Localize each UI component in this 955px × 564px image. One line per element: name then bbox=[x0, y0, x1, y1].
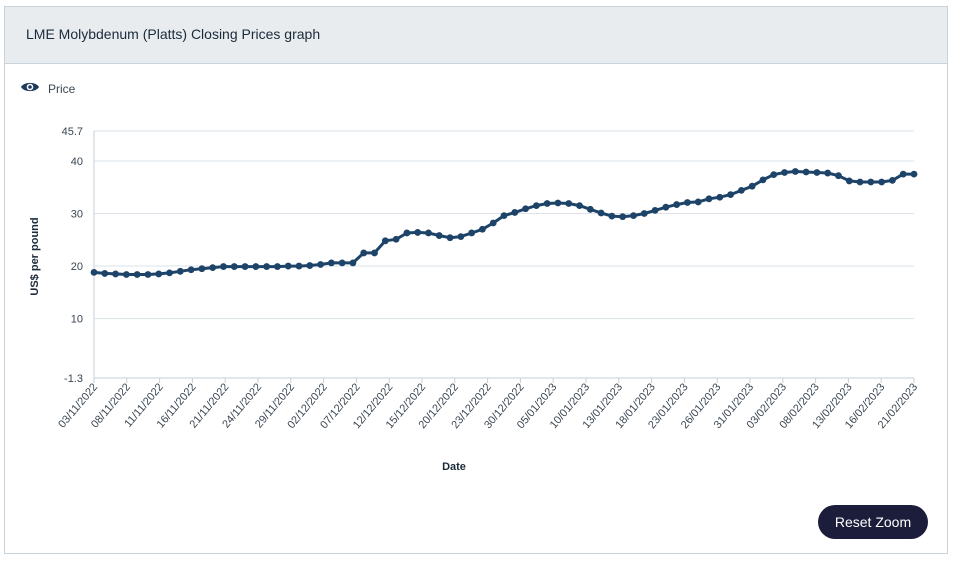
data-point bbox=[565, 200, 573, 207]
data-point bbox=[263, 263, 271, 270]
data-point bbox=[597, 209, 605, 217]
reset-zoom-button[interactable]: Reset Zoom bbox=[818, 505, 928, 539]
data-point bbox=[381, 237, 389, 245]
data-point bbox=[824, 169, 832, 177]
y-tick-label: 10 bbox=[71, 314, 83, 326]
data-point bbox=[338, 259, 346, 267]
data-point bbox=[166, 269, 173, 277]
data-point bbox=[694, 198, 702, 206]
data-point bbox=[781, 169, 788, 176]
y-tick-label: 40 bbox=[71, 156, 83, 168]
data-point bbox=[619, 213, 627, 221]
data-point bbox=[187, 266, 195, 274]
data-point bbox=[835, 172, 842, 180]
data-point bbox=[651, 206, 659, 214]
y-tick-label: 20 bbox=[71, 261, 83, 273]
data-point bbox=[241, 263, 249, 270]
data-point bbox=[274, 263, 281, 270]
data-point bbox=[360, 249, 368, 257]
data-point bbox=[414, 229, 422, 236]
data-point bbox=[662, 203, 670, 211]
data-point bbox=[899, 170, 907, 178]
legend-item-price[interactable]: Price bbox=[20, 80, 75, 98]
data-point bbox=[543, 200, 551, 207]
y-tick-label: 45.7 bbox=[62, 126, 83, 138]
data-point bbox=[435, 232, 443, 239]
data-point bbox=[727, 191, 734, 198]
data-point bbox=[112, 270, 119, 278]
data-point bbox=[468, 229, 476, 237]
data-point bbox=[144, 271, 152, 278]
eye-icon bbox=[20, 80, 40, 98]
data-point bbox=[392, 235, 400, 243]
y-tick-label: -1.3 bbox=[64, 373, 83, 385]
data-point bbox=[791, 168, 799, 175]
data-point bbox=[716, 193, 724, 201]
data-point bbox=[327, 259, 335, 267]
chart-card: LME Molybdenum (Platts) Closing Prices g… bbox=[4, 6, 948, 554]
data-point bbox=[813, 169, 821, 176]
data-point bbox=[608, 212, 616, 220]
data-point bbox=[511, 209, 519, 216]
legend-label: Price bbox=[48, 82, 76, 96]
y-tick-label: 30 bbox=[71, 209, 83, 221]
data-point bbox=[532, 202, 540, 210]
data-point bbox=[673, 201, 681, 208]
data-point bbox=[155, 270, 163, 278]
data-point bbox=[230, 263, 238, 270]
data-point bbox=[403, 229, 411, 237]
data-point bbox=[457, 233, 465, 241]
data-point bbox=[586, 205, 594, 213]
data-point bbox=[630, 212, 637, 220]
data-point bbox=[910, 170, 918, 178]
data-point bbox=[845, 177, 853, 185]
data-point bbox=[295, 262, 303, 270]
y-axis-title: US$ per pound bbox=[29, 217, 41, 295]
data-point bbox=[252, 263, 260, 270]
data-point bbox=[284, 262, 292, 270]
data-point bbox=[90, 268, 98, 276]
data-point bbox=[640, 210, 648, 217]
data-point bbox=[220, 263, 227, 270]
data-point bbox=[737, 186, 745, 194]
data-point bbox=[576, 202, 583, 210]
card-header: LME Molybdenum (Platts) Closing Prices g… bbox=[5, 7, 947, 64]
data-point bbox=[684, 199, 691, 206]
data-point bbox=[748, 182, 756, 190]
data-point bbox=[770, 171, 778, 179]
data-point bbox=[554, 199, 562, 207]
data-point bbox=[349, 259, 357, 267]
data-point bbox=[101, 270, 109, 277]
x-axis-title: Date bbox=[442, 461, 466, 473]
data-point bbox=[878, 178, 886, 186]
data-point bbox=[856, 178, 864, 186]
data-point bbox=[176, 267, 184, 275]
data-point bbox=[198, 265, 206, 273]
data-point bbox=[306, 262, 314, 269]
data-point bbox=[317, 261, 324, 268]
data-point bbox=[133, 271, 141, 278]
data-point bbox=[759, 176, 767, 184]
data-point bbox=[500, 212, 508, 220]
series-line-price bbox=[93, 170, 914, 276]
data-point bbox=[489, 219, 497, 227]
data-point bbox=[209, 264, 217, 272]
data-point bbox=[425, 229, 432, 237]
data-point bbox=[867, 178, 875, 186]
data-point bbox=[446, 234, 454, 242]
data-point bbox=[371, 249, 378, 257]
data-point bbox=[802, 168, 810, 176]
data-point bbox=[122, 271, 130, 278]
data-point bbox=[479, 225, 486, 233]
page-title: LME Molybdenum (Platts) Closing Prices g… bbox=[26, 26, 321, 42]
data-point bbox=[522, 205, 529, 213]
data-point bbox=[705, 195, 713, 203]
data-point bbox=[889, 177, 896, 184]
